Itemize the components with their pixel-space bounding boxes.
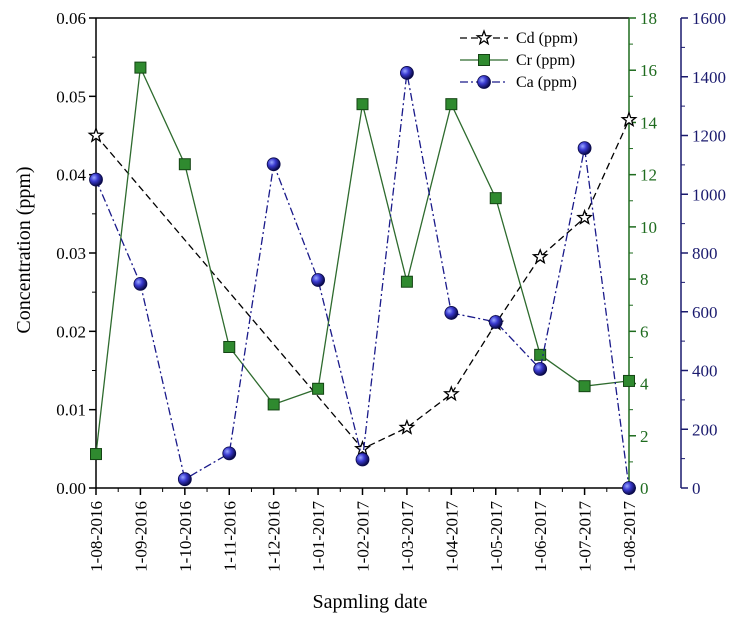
x-tick-label: 1-12-2016 xyxy=(265,501,284,572)
tick-label-right2: 1400 xyxy=(692,68,726,87)
series-2-point xyxy=(266,157,281,172)
tick-label-right1: 2 xyxy=(640,427,649,446)
series-1-point xyxy=(90,448,102,461)
tick-label-right2: 200 xyxy=(692,420,718,439)
series-0-point xyxy=(353,439,372,456)
series-1-point xyxy=(578,380,591,393)
tick-label-right1: 0 xyxy=(640,479,649,498)
legend-label-1: Cr (ppm) xyxy=(516,52,575,69)
series-line-0 xyxy=(95,119,630,450)
series-2-point xyxy=(222,446,237,461)
tick-label-right1: 4 xyxy=(640,375,649,394)
series-line-2 xyxy=(95,72,630,489)
tick-label-left: 0.05 xyxy=(56,87,86,106)
series-0-point xyxy=(398,418,416,435)
x-tick-label: 1-08-2017 xyxy=(620,501,639,572)
series-0-point xyxy=(576,208,593,225)
legend-marker-1 xyxy=(478,54,490,66)
tick-label-right2: 1200 xyxy=(692,127,726,146)
x-tick-label: 1-01-2017 xyxy=(309,501,328,572)
series-2-point xyxy=(133,276,148,291)
series-1-point xyxy=(400,275,413,288)
series-2-point xyxy=(577,141,592,156)
legend-label-2: Ca (ppm) xyxy=(516,74,577,91)
tick-label-right2: 0 xyxy=(692,479,701,498)
legend-marker-2 xyxy=(477,75,491,89)
x-tick-label: 1-03-2017 xyxy=(398,501,417,572)
series-2-point xyxy=(177,472,192,487)
tick-label-right2: 400 xyxy=(692,362,718,381)
series-1-point xyxy=(489,192,502,205)
series-1-point xyxy=(223,341,236,353)
tick-label-right1: 8 xyxy=(640,270,649,289)
tick-label-left: 0.02 xyxy=(56,322,86,341)
tick-label-left: 0.06 xyxy=(56,9,86,28)
series-1-point xyxy=(445,98,458,111)
tick-label-left: 0.03 xyxy=(56,244,86,263)
series-1-point xyxy=(623,374,635,387)
series-0-point xyxy=(87,126,105,143)
y-axis-title: Concentration (ppm) xyxy=(13,166,35,333)
legend-marker-0 xyxy=(475,29,493,46)
series-2-point xyxy=(400,66,414,80)
series-2-point xyxy=(89,172,103,187)
legend-label-0: Cd (ppm) xyxy=(516,30,578,47)
x-tick-label: 1-02-2017 xyxy=(354,501,373,572)
series-1-point xyxy=(312,382,325,395)
series-2-point xyxy=(444,306,459,320)
x-tick-label: 1-10-2016 xyxy=(176,501,195,572)
series-0-point xyxy=(442,385,460,402)
tick-label-right2: 800 xyxy=(692,244,718,263)
series-line-1 xyxy=(95,65,630,455)
x-tick-label: 1-04-2017 xyxy=(442,501,461,572)
series-2-point xyxy=(622,481,636,495)
tick-label-right1: 10 xyxy=(640,218,657,237)
tick-label-right2: 1000 xyxy=(692,185,726,204)
tick-label-right1: 12 xyxy=(640,166,657,185)
x-tick-label: 1-06-2017 xyxy=(531,501,550,572)
x-tick-label: 1-11-2016 xyxy=(220,501,239,571)
series-0-point xyxy=(620,110,638,127)
x-tick-label: 1-08-2016 xyxy=(87,501,106,572)
tick-label-left: 0.01 xyxy=(56,401,86,420)
series-2-point xyxy=(355,452,370,467)
series-0-point xyxy=(531,248,549,265)
x-tick-label: 1-07-2017 xyxy=(576,501,595,572)
x-tick-label: 1-09-2016 xyxy=(131,501,150,572)
series-1-point xyxy=(134,61,147,74)
x-axis-title: Sapmling date xyxy=(313,591,428,613)
tick-label-right1: 18 xyxy=(640,9,657,28)
tick-label-right1: 16 xyxy=(640,61,657,80)
tick-label-right1: 6 xyxy=(640,322,649,341)
series-2-point xyxy=(311,273,325,287)
series-2-point xyxy=(488,315,503,329)
tick-label-left: 0.00 xyxy=(56,479,86,498)
series-1-point xyxy=(178,158,191,171)
series-1-point xyxy=(534,348,547,361)
series-2-point xyxy=(533,362,548,376)
tick-label-right2: 1600 xyxy=(692,9,726,28)
tick-label-right2: 600 xyxy=(692,303,718,322)
x-tick-label: 1-05-2017 xyxy=(487,501,506,572)
tick-label-right1: 14 xyxy=(640,113,658,132)
series-1-point xyxy=(356,98,369,111)
tick-label-left: 0.04 xyxy=(56,166,86,185)
series-1-point xyxy=(267,398,280,411)
